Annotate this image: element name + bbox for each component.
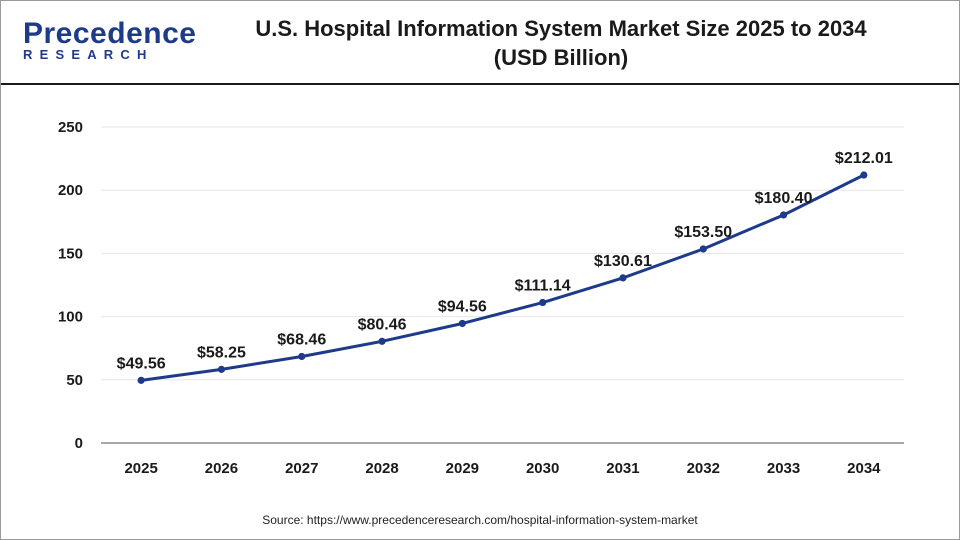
x-tick-label: 2033 [767, 460, 800, 477]
y-tick-label: 250 [58, 119, 83, 136]
data-point [137, 376, 145, 384]
data-point [779, 211, 788, 219]
data-label: $68.46 [277, 331, 326, 348]
data-point [378, 337, 386, 345]
data-point [539, 298, 547, 307]
y-tick-label: 50 [66, 372, 83, 389]
x-tick-label: 2031 [606, 460, 639, 477]
data-label: $58.25 [197, 344, 246, 361]
x-tick-label: 2030 [526, 460, 559, 477]
chart-title: U.S. Hospital Information System Market … [221, 14, 901, 72]
data-point [619, 274, 627, 282]
y-tick-label: 100 [58, 309, 83, 326]
logo-subtitle: RESEARCH [23, 47, 154, 62]
data-label: $94.56 [438, 298, 487, 315]
x-tick-label: 2032 [687, 460, 720, 477]
x-tick-label: 2029 [446, 460, 479, 477]
data-label: $212.01 [835, 150, 893, 167]
chart-title-line2: (USD Billion) [493, 45, 629, 70]
x-tick-label: 2034 [847, 460, 881, 477]
x-tick-label: 2026 [205, 460, 238, 477]
data-label: $130.61 [594, 253, 652, 270]
y-tick-label: 200 [58, 182, 83, 199]
data-label: $80.46 [358, 316, 407, 333]
data-point [217, 365, 226, 373]
data-label: $49.56 [117, 355, 166, 372]
brand-logo: Precedence RESEARCH [17, 15, 196, 65]
data-point [699, 245, 707, 253]
x-tick-label: 2027 [285, 460, 318, 477]
logo-wordmark: Precedence [23, 17, 197, 50]
line-chart: 0 50 100 150 200 250 2025 2026 2027 2028 2029 2030 2… [58, 119, 904, 477]
data-label: $153.50 [674, 224, 732, 241]
data-label: $180.40 [755, 190, 813, 207]
source-note: Source: https://www.precedenceresearch.c… [262, 513, 698, 527]
x-tick-label: 2025 [124, 460, 157, 477]
y-tick-label: 150 [58, 245, 83, 262]
series-line [139, 173, 866, 382]
header: Precedence RESEARCH U.S. Hospital Inform… [1, 1, 959, 83]
x-tick-label: 2028 [365, 460, 398, 477]
data-point [458, 319, 466, 328]
data-point [860, 171, 868, 179]
chart-title-line1: U.S. Hospital Information System Market … [255, 16, 867, 41]
data-label: $111.14 [515, 278, 571, 295]
header-divider [1, 83, 959, 85]
y-tick-label: 0 [75, 435, 83, 452]
data-point [298, 352, 306, 361]
